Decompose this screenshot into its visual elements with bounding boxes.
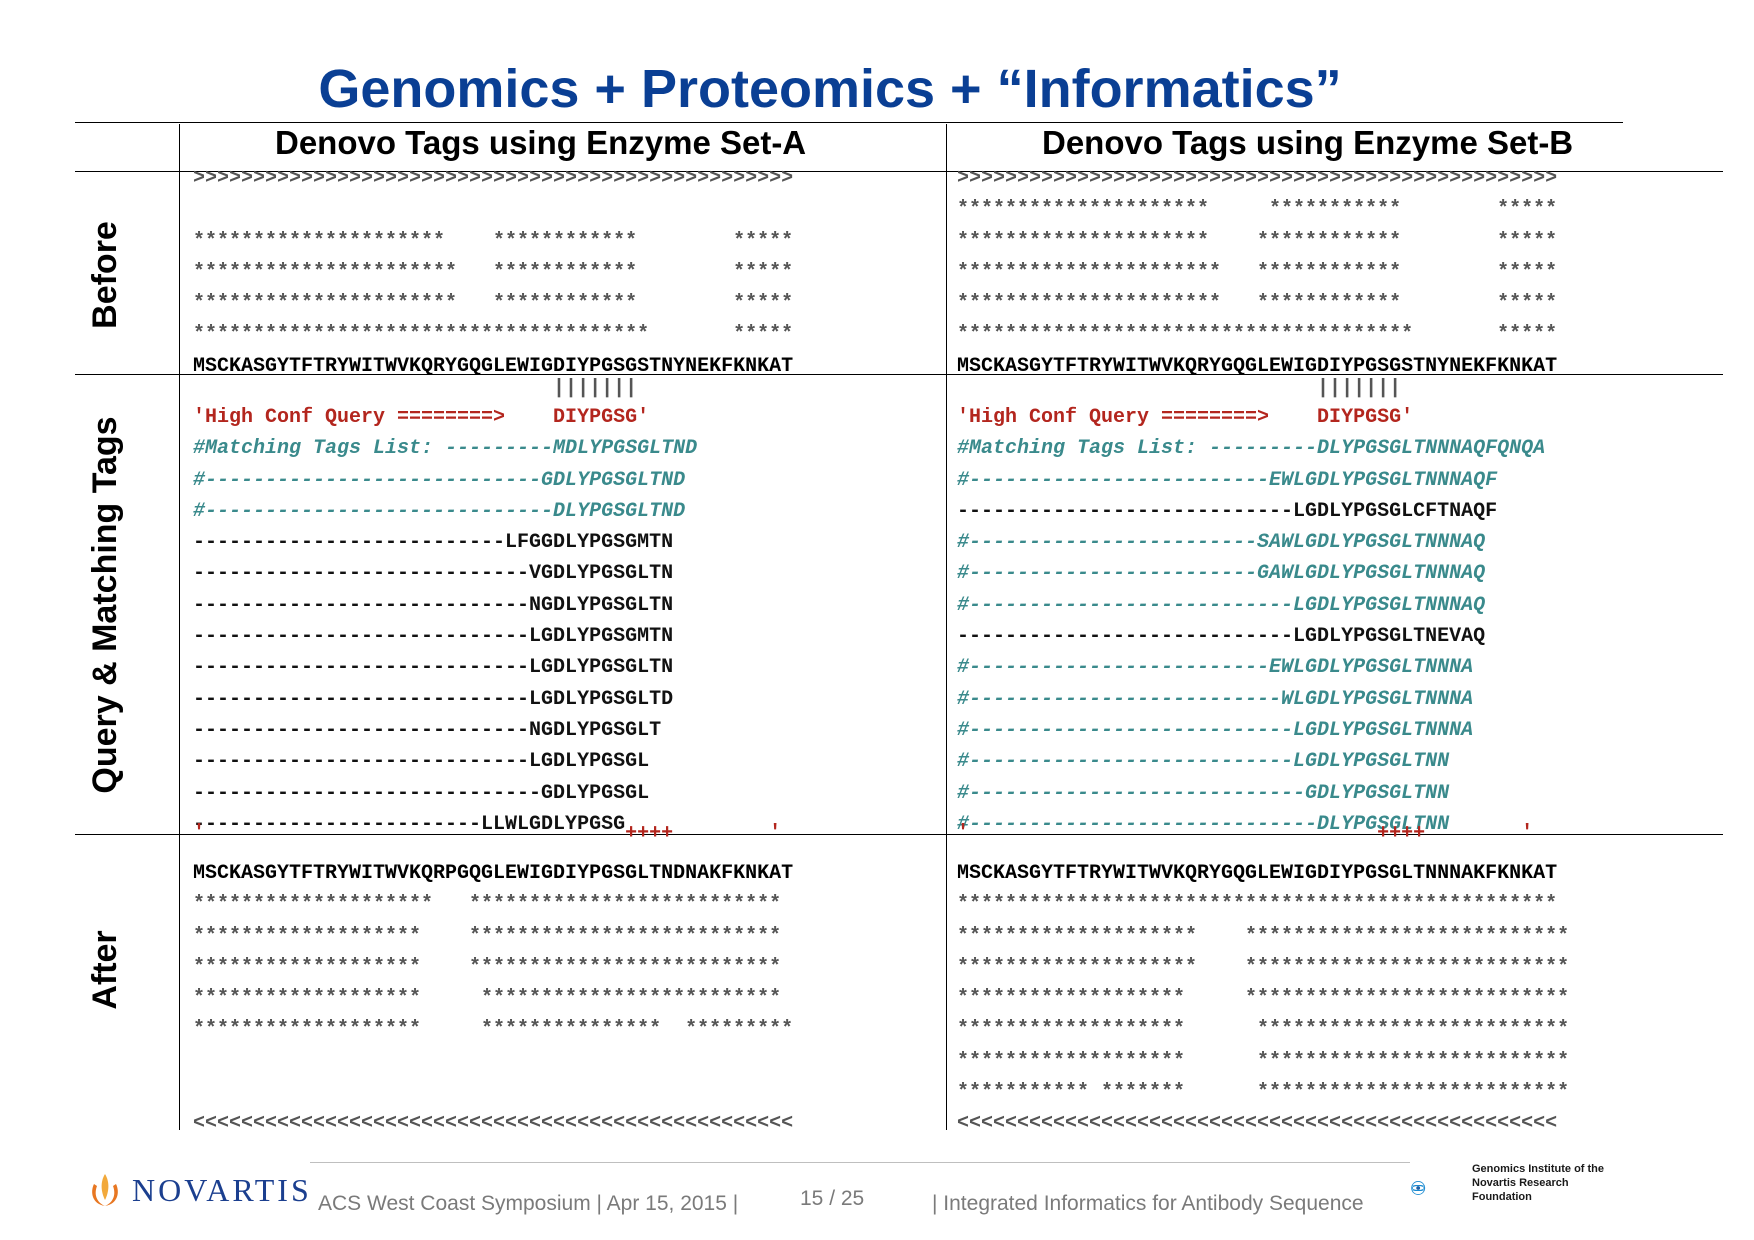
footer-rule	[310, 1162, 1410, 1163]
query-after-divider	[75, 834, 1723, 835]
before-a-block: >>>>>>>>>>>>>>>>>>>>>>>>>>>>>>>>>>>>>>>>…	[193, 163, 793, 382]
row-label-before: Before	[86, 221, 124, 329]
after-a-line: ******************* ********************…	[193, 955, 782, 979]
query-b-line: #------------------------GAWLGDLYPGSGLTN…	[957, 562, 1486, 586]
before-a-line: ********************** ************ ****…	[193, 260, 794, 284]
after-b-line: ******************** *******************…	[957, 924, 1570, 948]
query-b-block: ||||||| 'High Conf Query ========> DIYPGS…	[957, 376, 1545, 840]
query-b-line: #-------------------------EWLGDLYPGSGLTN…	[957, 656, 1474, 680]
query-a-line: 'High Conf Query ========> DIYPGSG'	[193, 406, 650, 429]
slide-title: Genomics + Proteomics + “Informatics”	[318, 59, 1342, 119]
query-a-line: #Matching Tags List: ---------MDLYPGSGLT…	[193, 437, 698, 461]
query-a-line: #----------------------------GDLYPGSGLTN…	[193, 468, 686, 492]
header-rule	[75, 171, 1723, 172]
query-b-line: #-----------------------------DLYPGSGLTN…	[957, 812, 1450, 836]
row-label-query: Query & Matching Tags	[86, 416, 124, 794]
gnf-line-3: Foundation	[1472, 1191, 1532, 1203]
query-a-block: ||||||| 'High Conf Query ========> DIYPGS…	[193, 376, 697, 840]
before-a-line: >>>>>>>>>>>>>>>>>>>>>>>>>>>>>>>>>>>>>>>>…	[193, 167, 794, 190]
before-a-sequence: MSCKASGYTFTRYWITWVKQRYGQGLEWIGDIYPGSGSTN…	[193, 354, 794, 378]
row-label-after: After	[86, 930, 124, 1010]
before-a-line: ********************* ************ *****	[193, 229, 794, 253]
query-b-line: #-------------------------EWLGDLYPGSGLTN…	[957, 468, 1498, 492]
query-b-line: #Matching Tags List: ---------DLYPGSGLTN…	[957, 437, 1546, 461]
query-b-marks: ' ++++ '	[957, 822, 1534, 845]
before-a-line	[193, 194, 793, 225]
title-rule	[75, 122, 1623, 123]
footer-event: ACS West Coast Symposium | Apr 15, 2015 …	[318, 1192, 739, 1215]
query-a-line: --------------------------LFGGDLYPGSGMTN	[193, 531, 674, 555]
query-a-line: #-----------------------------DLYPGSGLTN…	[193, 499, 686, 523]
after-a-line: <<<<<<<<<<<<<<<<<<<<<<<<<<<<<<<<<<<<<<<<…	[193, 1112, 794, 1136]
label-column-divider	[179, 124, 180, 1130]
before-a-line: ********************** ************ ****…	[193, 292, 794, 316]
query-a-line: ----------------------------VGDLYPGSGLTN	[193, 562, 674, 586]
after-b-line: <<<<<<<<<<<<<<<<<<<<<<<<<<<<<<<<<<<<<<<<…	[957, 1112, 1558, 1136]
gnf-logo-text: Genomics Institute of the Novartis Resea…	[1472, 1162, 1604, 1204]
before-b-line: ************************************** *…	[957, 323, 1558, 347]
after-b-line: *********** ******* ********************…	[957, 1081, 1570, 1105]
before-b-line: ********************** ************ ****…	[957, 260, 1558, 284]
query-a-bars: |||||||	[193, 377, 638, 400]
query-a-line: ----------------------------NGDLYPGSGLTN	[193, 593, 674, 617]
query-a-line: ----------------------------LGDLYPGSGMTN	[193, 625, 674, 649]
query-a-line: ----------------------------LGDLYPGSGL	[193, 750, 650, 774]
query-b-line: 'High Conf Query ========> DIYPGSG'	[957, 406, 1414, 429]
before-b-block: >>>>>>>>>>>>>>>>>>>>>>>>>>>>>>>>>>>>>>>>…	[957, 163, 1557, 382]
novartis-logo: NOVARTIS	[88, 1170, 312, 1210]
after-a-block: MSCKASGYTFTRYWITWVKQRPGQGLEWIGDIYPGSGLTN…	[193, 858, 793, 1140]
query-b-line: #---------------------------LGDLYPGSGLTN…	[957, 750, 1450, 774]
after-b-block: MSCKASGYTFTRYWITWVKQRYGQGLEWIGDIYPGSGLTN…	[957, 858, 1569, 1140]
after-b-line: ****************************************…	[957, 893, 1558, 917]
query-b-line: ----------------------------LGDLYPGSGLTN…	[957, 625, 1486, 649]
after-a-line: ******************* ********************…	[193, 987, 782, 1011]
after-a-sequence: MSCKASGYTFTRYWITWVKQRPGQGLEWIGDIYPGSGLTN…	[193, 862, 794, 885]
after-a-line	[193, 1046, 793, 1077]
after-b-line: ******************* ********************…	[957, 1018, 1570, 1042]
after-b-sequence: MSCKASGYTFTRYWITWVKQRYGQGLEWIGDIYPGSGLTN…	[957, 862, 1558, 885]
query-a-line: ----------------------------NGDLYPGSGLT	[193, 718, 662, 742]
before-a-line: ************************************** *…	[193, 323, 794, 347]
gnf-line-1: Genomics Institute of the	[1472, 1163, 1605, 1175]
after-a-line	[193, 1077, 793, 1108]
query-b-bars: |||||||	[957, 377, 1402, 400]
after-b-line: ******************* ********************…	[957, 1049, 1570, 1073]
query-a-line: ----------------------------LGDLYPGSGLTD	[193, 687, 674, 711]
before-b-line: >>>>>>>>>>>>>>>>>>>>>>>>>>>>>>>>>>>>>>>>…	[957, 167, 1558, 190]
query-b-line: #------------------------SAWLGDLYPGSGLTN…	[957, 531, 1486, 555]
query-b-line: ----------------------------LGDLYPGSGLCF…	[957, 499, 1498, 523]
before-b-line: ********************* *********** *****	[957, 198, 1558, 222]
novartis-wordmark: NOVARTIS	[132, 1171, 312, 1208]
before-b-sequence: MSCKASGYTFTRYWITWVKQRYGQGLEWIGDIYPGSGSTN…	[957, 354, 1558, 378]
after-a-line: ******************* ********************…	[193, 924, 782, 948]
query-b-line: #---------------------------LGDLYPGSGLTN…	[957, 593, 1486, 617]
query-a-line: -----------------------------GDLYPGSGL	[193, 781, 650, 805]
column-a-header: Denovo Tags using Enzyme Set-A	[275, 124, 807, 161]
footer-page-number: 15 / 25	[800, 1187, 865, 1210]
novartis-flame-icon	[92, 1174, 118, 1206]
after-b-line: ******************** *******************…	[957, 955, 1570, 979]
before-query-divider	[75, 374, 1723, 375]
after-b-line: ******************* ********************…	[957, 987, 1570, 1011]
query-a-line: ------------------------LLWLGDLYPGSG	[193, 812, 626, 836]
column-b-header: Denovo Tags using Enzyme Set-B	[1042, 124, 1574, 161]
center-column-divider	[946, 124, 947, 1130]
query-a-marks: ' ++++ '	[193, 822, 782, 845]
footer-topic: | Integrated Informatics for Antibody Se…	[932, 1192, 1364, 1215]
query-b-line: #--------------------------WLGDLYPGSGLTN…	[957, 687, 1474, 711]
before-b-line: ********************* ************ *****	[957, 229, 1558, 253]
gnf-logo-icon	[1411, 1181, 1426, 1195]
query-b-line: #---------------------------LGDLYPGSGLTN…	[957, 718, 1474, 742]
after-a-line: ******************** *******************…	[193, 893, 782, 917]
query-a-line: ----------------------------LGDLYPGSGLTN	[193, 656, 674, 680]
before-b-line: ********************** ************ ****…	[957, 292, 1558, 316]
after-a-line: ******************* *************** ****…	[193, 1018, 794, 1042]
gnf-line-2: Novartis Research	[1472, 1177, 1569, 1189]
query-b-line: #----------------------------GDLYPGSGLTN…	[957, 781, 1450, 805]
